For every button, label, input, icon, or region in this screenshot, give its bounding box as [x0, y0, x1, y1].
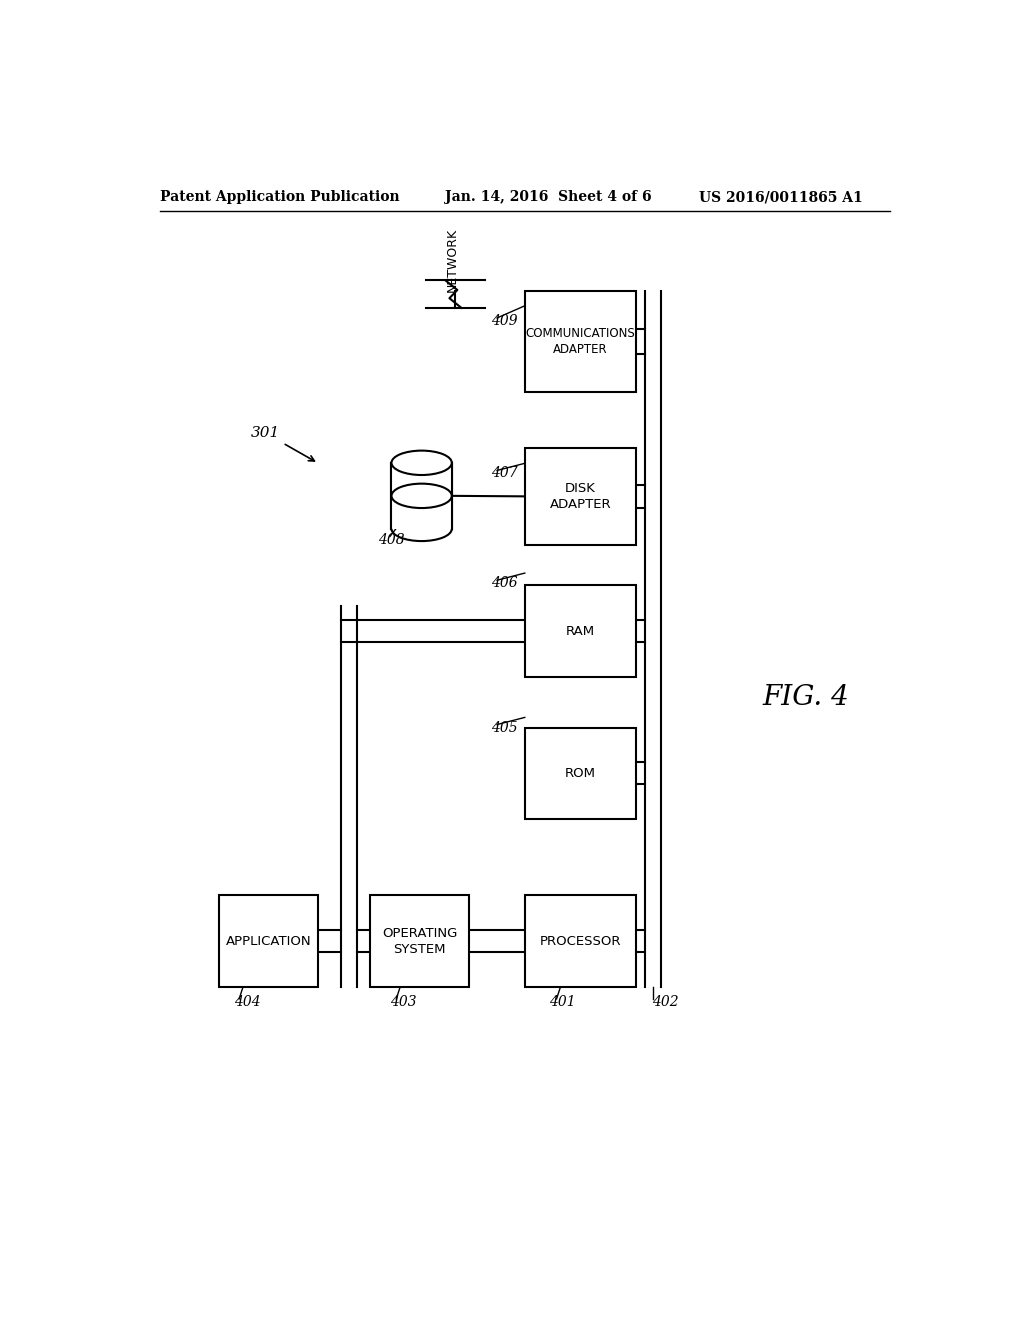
Text: NETWORK: NETWORK: [445, 228, 459, 292]
Text: PROCESSOR: PROCESSOR: [540, 935, 622, 948]
Text: 301: 301: [251, 426, 281, 440]
Text: FIG. 4: FIG. 4: [763, 684, 850, 710]
Text: 406: 406: [492, 577, 518, 590]
Text: APPLICATION: APPLICATION: [226, 935, 311, 948]
Bar: [370, 895, 469, 987]
Text: 405: 405: [492, 721, 518, 735]
Text: 409: 409: [492, 314, 518, 329]
Text: 408: 408: [378, 532, 404, 546]
Text: 402: 402: [652, 995, 679, 1008]
Bar: [524, 290, 636, 392]
Ellipse shape: [391, 450, 452, 475]
Text: US 2016/0011865 A1: US 2016/0011865 A1: [699, 190, 863, 205]
Text: ROM: ROM: [565, 767, 596, 780]
Text: 407: 407: [492, 466, 518, 480]
Bar: [524, 447, 636, 545]
Text: COMMUNICATIONS
ADAPTER: COMMUNICATIONS ADAPTER: [525, 327, 635, 356]
Ellipse shape: [391, 483, 452, 508]
Text: Jan. 14, 2016  Sheet 4 of 6: Jan. 14, 2016 Sheet 4 of 6: [445, 190, 652, 205]
Text: OPERATING
SYSTEM: OPERATING SYSTEM: [382, 927, 458, 956]
Text: Patent Application Publication: Patent Application Publication: [160, 190, 399, 205]
Bar: [524, 585, 636, 677]
Text: RAM: RAM: [566, 624, 595, 638]
Text: DISK
ADAPTER: DISK ADAPTER: [550, 482, 611, 511]
Bar: [391, 463, 452, 529]
Bar: [219, 895, 318, 987]
Text: 404: 404: [233, 995, 260, 1008]
Bar: [524, 895, 636, 987]
Bar: [524, 727, 636, 818]
Text: 401: 401: [549, 995, 575, 1008]
Text: 403: 403: [390, 995, 417, 1008]
